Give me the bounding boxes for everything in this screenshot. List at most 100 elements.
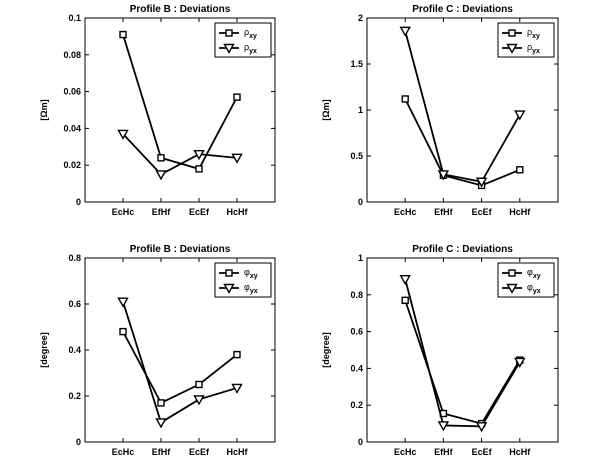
chart-panel-4: Profile C : Deviations 0 0.2 0.4 0.6 0.8 1 EcHc… (321, 244, 559, 457)
data-point-yx (231, 383, 243, 394)
data-point-xy (516, 166, 524, 174)
y-tick-label: 0 (358, 197, 363, 207)
chart-title: Profile B : Deviations (130, 4, 231, 15)
legend-label: ρxy (244, 27, 257, 40)
x-tick-label: EfHf (152, 447, 171, 457)
x-tick-label: EcHc (394, 447, 417, 457)
series-yx (117, 297, 243, 429)
data-point-xy (233, 350, 241, 359)
chart-title: Profile C : Deviations (412, 4, 513, 15)
legend: ρxy ρyx (497, 22, 555, 58)
legend: ρxy ρyx (214, 22, 272, 58)
legend-label: ρyx (244, 42, 257, 55)
x-tick-label: EfHf (434, 447, 453, 457)
data-point-yx (155, 170, 167, 181)
data-point-xy (119, 30, 127, 39)
data-point-xy (195, 380, 203, 389)
series-line-yx (122, 133, 238, 176)
y-tick-label: 0.2 (350, 400, 363, 410)
legend-entry-xy: ρxy (219, 27, 257, 40)
data-point-yx (437, 421, 450, 432)
chart-panel-3: Profile B : Deviations 0 0.2 0.4 0.6 0.8 EcHc E… (39, 244, 276, 457)
legend-marker (506, 283, 518, 294)
legend-box (214, 22, 272, 58)
y-axis-label: [Ωm] (39, 99, 49, 120)
legend-label: φyx (244, 282, 258, 295)
data-point-yx (193, 149, 205, 161)
legend-box (497, 262, 555, 298)
y-tick-label: 0.8 (68, 253, 81, 263)
y-tick-label: 0 (358, 437, 363, 447)
y-tick-label: 0.6 (350, 327, 363, 337)
legend-entry-yx: φyx (502, 282, 541, 295)
x-tick-label: EfHf (434, 207, 453, 217)
y-tick-label: 0.02 (63, 160, 81, 170)
legend-entry-yx: φyx (219, 282, 258, 295)
series-yx (399, 274, 526, 433)
data-point-xy (401, 296, 409, 305)
x-tick-label: EfHf (152, 207, 171, 217)
legend-label: ρyx (527, 42, 540, 55)
legend-entry-xy: ρxy (502, 27, 540, 40)
legend-entry-xy: φxy (219, 267, 258, 280)
y-tick-label: 0.4 (68, 345, 81, 355)
legend-entry-xy: φxy (502, 267, 541, 280)
series-xy (119, 327, 241, 407)
y-tick-label: 0.06 (63, 87, 81, 97)
x-tick-label: EcHc (112, 207, 135, 217)
series-line-xy (122, 331, 238, 405)
legend-box (497, 22, 555, 58)
y-tick-label: 0.08 (63, 50, 81, 60)
axes-box (366, 257, 559, 443)
legend-marker (225, 29, 233, 37)
y-tick-label: 0.5 (350, 151, 363, 161)
x-tick-label: HcHf (509, 447, 531, 457)
y-tick-label: 1 (358, 253, 363, 263)
data-point-yx (399, 274, 411, 286)
data-point-yx (475, 177, 488, 188)
y-tick-label: 0.8 (350, 290, 363, 300)
series-line-xy (404, 98, 521, 187)
y-tick-label: 0.4 (350, 363, 363, 373)
y-tick-label: 0.04 (63, 123, 81, 133)
data-point-yx (117, 129, 129, 140)
series-line-yx (122, 301, 238, 424)
data-point-xy (157, 154, 165, 162)
series-line-xy (404, 300, 521, 425)
legend-label: φyx (527, 282, 541, 295)
x-tick-label: HcHf (509, 207, 531, 217)
chart-panel-1: Profile B : Deviations 0 0.02 0.04 0.06 0.08 0… (39, 4, 276, 217)
legend-entry-yx: ρyx (219, 42, 257, 55)
series-line-yx (404, 30, 521, 183)
series-line-yx (404, 278, 521, 428)
series-yx (399, 26, 526, 188)
axes-box (84, 17, 276, 203)
y-axis-label: [degree] (39, 332, 49, 368)
x-tick-label: EcEf (189, 447, 210, 457)
data-point-yx (514, 357, 526, 368)
legend: φxy φyx (214, 262, 272, 298)
x-tick-label: EcHc (394, 207, 417, 217)
data-point-yx (193, 395, 205, 406)
y-tick-label: 1.5 (350, 59, 363, 69)
data-point-yx (155, 418, 167, 429)
data-point-xy (233, 93, 241, 101)
y-tick-label: 0 (76, 197, 81, 207)
x-tick-label: EcEf (472, 207, 493, 217)
data-point-yx (514, 110, 526, 121)
data-point-xy (119, 327, 127, 336)
legend-marker (223, 43, 235, 54)
data-point-xy (195, 165, 203, 173)
legend-marker (508, 29, 516, 37)
data-point-xy (157, 399, 165, 407)
legend: φxy φyx (497, 262, 555, 298)
y-tick-label: 2 (358, 13, 363, 23)
legend-entry-yx: ρyx (502, 42, 540, 55)
legend-label: φxy (244, 267, 258, 280)
legend-label: ρxy (527, 27, 540, 40)
chart-title: Profile C : Deviations (412, 244, 513, 255)
x-tick-label: HcHf (226, 207, 248, 217)
y-axis-label: [Ωm] (321, 99, 331, 120)
legend-marker (225, 269, 233, 277)
